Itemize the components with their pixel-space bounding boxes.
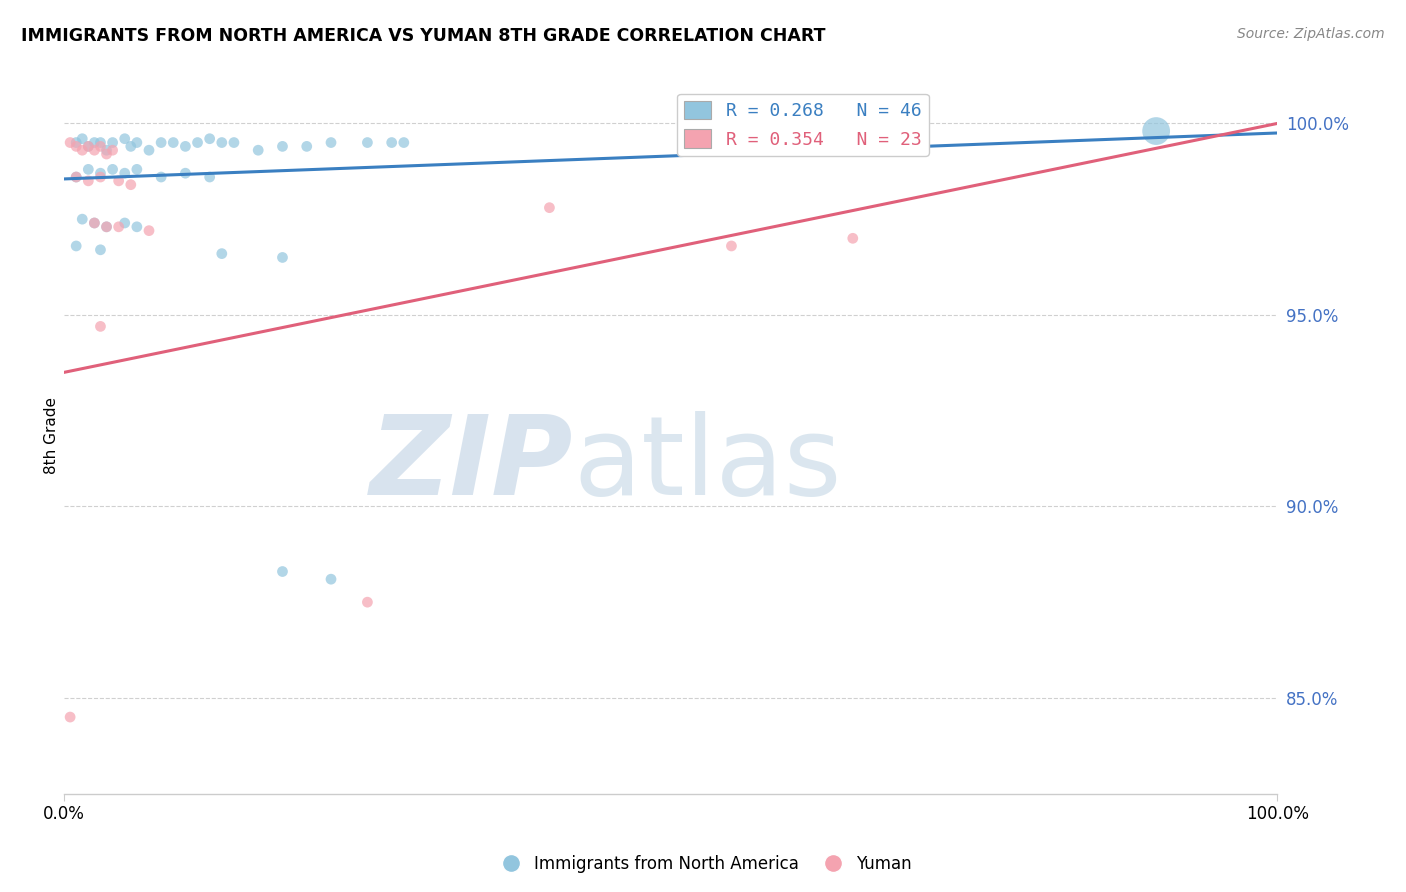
- Legend: Immigrants from North America, Yuman: Immigrants from North America, Yuman: [488, 848, 918, 880]
- Point: [842, 231, 865, 245]
- Point: [150, 136, 173, 150]
- Point: [138, 143, 160, 157]
- Point: [356, 136, 378, 150]
- Point: [107, 174, 129, 188]
- Point: [77, 139, 100, 153]
- Point: [101, 162, 124, 177]
- Point: [150, 169, 173, 184]
- Point: [211, 136, 233, 150]
- Point: [77, 162, 100, 177]
- Point: [174, 166, 197, 180]
- Point: [271, 251, 294, 265]
- Point: [186, 136, 208, 150]
- Point: [107, 219, 129, 234]
- Point: [125, 219, 148, 234]
- Point: [720, 239, 742, 253]
- Point: [174, 139, 197, 153]
- Point: [356, 595, 378, 609]
- Point: [222, 136, 245, 150]
- Point: [120, 139, 142, 153]
- Y-axis label: 8th Grade: 8th Grade: [44, 397, 59, 474]
- Point: [83, 143, 105, 157]
- Point: [89, 139, 111, 153]
- Point: [114, 132, 136, 146]
- Text: ZIP: ZIP: [370, 410, 574, 517]
- Point: [65, 169, 87, 184]
- Point: [295, 139, 318, 153]
- Point: [89, 136, 111, 150]
- Point: [83, 216, 105, 230]
- Point: [1144, 124, 1167, 138]
- Point: [89, 166, 111, 180]
- Point: [89, 319, 111, 334]
- Point: [392, 136, 415, 150]
- Point: [101, 143, 124, 157]
- Point: [83, 216, 105, 230]
- Point: [89, 243, 111, 257]
- Point: [59, 710, 82, 724]
- Text: atlas: atlas: [574, 410, 842, 517]
- Point: [83, 136, 105, 150]
- Point: [125, 162, 148, 177]
- Point: [247, 143, 270, 157]
- Point: [138, 224, 160, 238]
- Point: [72, 132, 94, 146]
- Point: [198, 169, 221, 184]
- Point: [72, 143, 94, 157]
- Point: [381, 136, 404, 150]
- Point: [101, 136, 124, 150]
- Point: [77, 174, 100, 188]
- Point: [211, 246, 233, 260]
- Point: [96, 143, 118, 157]
- Text: Source: ZipAtlas.com: Source: ZipAtlas.com: [1237, 27, 1385, 41]
- Point: [538, 201, 561, 215]
- Point: [162, 136, 184, 150]
- Point: [120, 178, 142, 192]
- Point: [271, 139, 294, 153]
- Point: [319, 572, 342, 586]
- Point: [114, 216, 136, 230]
- Point: [198, 132, 221, 146]
- Point: [125, 136, 148, 150]
- Point: [96, 219, 118, 234]
- Point: [65, 139, 87, 153]
- Point: [77, 139, 100, 153]
- Point: [96, 219, 118, 234]
- Legend: R = 0.268   N = 46, R = 0.354   N = 23: R = 0.268 N = 46, R = 0.354 N = 23: [676, 94, 929, 156]
- Point: [114, 166, 136, 180]
- Point: [59, 136, 82, 150]
- Text: IMMIGRANTS FROM NORTH AMERICA VS YUMAN 8TH GRADE CORRELATION CHART: IMMIGRANTS FROM NORTH AMERICA VS YUMAN 8…: [21, 27, 825, 45]
- Point: [65, 136, 87, 150]
- Point: [96, 147, 118, 161]
- Point: [319, 136, 342, 150]
- Point: [65, 239, 87, 253]
- Point: [65, 169, 87, 184]
- Point: [271, 565, 294, 579]
- Point: [72, 212, 94, 227]
- Point: [89, 169, 111, 184]
